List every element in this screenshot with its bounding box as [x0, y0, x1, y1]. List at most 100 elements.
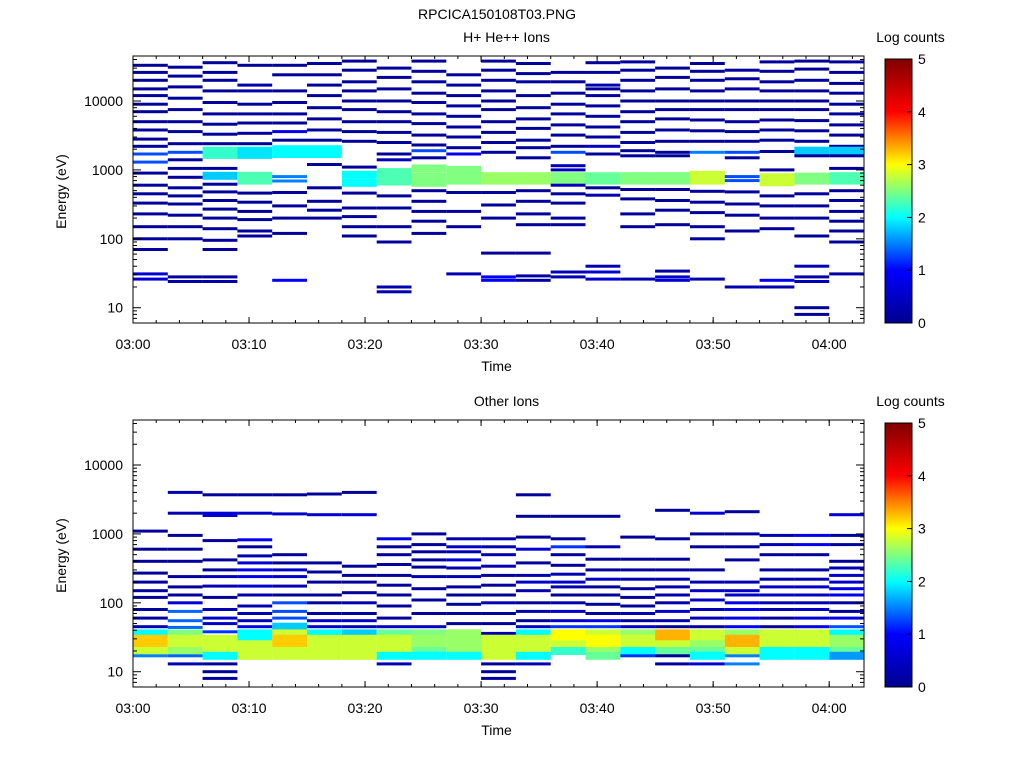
- heatmap-cell: [829, 543, 864, 547]
- heatmap-cell: [550, 270, 586, 274]
- heatmap-cell: [829, 580, 864, 584]
- heatmap-cell: [724, 629, 760, 638]
- heatmap-cell: [794, 139, 830, 143]
- heatmap-cell: [655, 619, 690, 623]
- heatmap-cell: [133, 87, 168, 91]
- heatmap-cell: [724, 616, 760, 620]
- heatmap-cell: [759, 577, 795, 581]
- heatmap-cell: [690, 237, 725, 241]
- heatmap-cell: [133, 201, 168, 205]
- heatmap-cell: [202, 142, 238, 146]
- heatmap-cell: [550, 640, 586, 649]
- panel-title: H+ He++ Ions: [463, 29, 550, 45]
- colorbar-tick-label: 3: [918, 157, 926, 173]
- heatmap-cell: [620, 68, 656, 72]
- heatmap-cell: [829, 91, 864, 95]
- heatmap-cell: [515, 62, 551, 65]
- heatmap-cell: [133, 248, 168, 251]
- heatmap-cell: [515, 493, 551, 497]
- heatmap-cell: [481, 631, 516, 635]
- heatmap-cell: [481, 670, 516, 674]
- heatmap-cell: [515, 619, 551, 623]
- heatmap-cell: [341, 619, 377, 623]
- heatmap-cell: [515, 561, 551, 565]
- heatmap-cell: [724, 601, 760, 605]
- heatmap-cell: [272, 561, 307, 565]
- heatmap-cell: [133, 616, 168, 620]
- heatmap-cell: [515, 535, 551, 539]
- heatmap-cell: [307, 208, 342, 212]
- heatmap-cell: [794, 312, 830, 316]
- x-tick-label: 03:10: [232, 700, 267, 716]
- heatmap-cell: [550, 133, 586, 137]
- x-tick-label: 03:40: [580, 336, 615, 352]
- heatmap-cell: [550, 563, 586, 567]
- heatmap-cell: [481, 172, 516, 181]
- heatmap-cell: [515, 547, 551, 551]
- heatmap-cell: [829, 112, 864, 116]
- heatmap-cell: [202, 584, 238, 588]
- heatmap-cell: [794, 78, 830, 82]
- heatmap-cell: [829, 81, 864, 85]
- heatmap-cell: [307, 580, 342, 584]
- figure-title: RPCICA150108T03.PNG: [418, 6, 576, 22]
- heatmap-cell: [620, 89, 656, 93]
- heatmap-cell: [307, 634, 342, 643]
- heatmap-cell: [690, 640, 725, 649]
- heatmap-cell: [167, 120, 203, 124]
- heatmap-cell: [515, 199, 551, 203]
- heatmap-cell: [341, 580, 377, 584]
- heatmap-cell: [620, 149, 656, 153]
- heatmap-cell: [829, 102, 864, 106]
- heatmap-cell: [481, 564, 516, 568]
- heatmap-cell: [202, 514, 238, 517]
- plot-frame: [132, 419, 865, 688]
- colorbar-tick-label: 1: [918, 262, 926, 278]
- heatmap-cell: [585, 651, 621, 660]
- heatmap-cell: [690, 139, 725, 143]
- y-tick-label: 100: [100, 231, 124, 247]
- heatmap-cell: [133, 63, 168, 67]
- heatmap-cell: [411, 101, 447, 104]
- heatmap-cell: [202, 275, 238, 279]
- heatmap-cell: [550, 593, 586, 597]
- heatmap-cell: [272, 63, 307, 67]
- heatmap-cell: [620, 130, 656, 134]
- heatmap-cell: [550, 553, 586, 557]
- heatmap-cell: [307, 612, 342, 615]
- heatmap-cell: [620, 176, 656, 185]
- heatmap-cell: [515, 176, 551, 185]
- heatmap-cells: [133, 59, 864, 316]
- heatmap-cell: [341, 634, 377, 643]
- heatmap-cell: [794, 119, 830, 123]
- heatmap-cell: [376, 640, 412, 649]
- heatmap-cell: [724, 156, 760, 160]
- heatmap-cell: [794, 280, 830, 283]
- heatmap-cell: [690, 277, 725, 281]
- heatmap-cell: [202, 190, 238, 194]
- heatmap-cell: [167, 194, 203, 198]
- heatmap-cell: [307, 106, 342, 110]
- heatmap-cell: [341, 490, 377, 494]
- heatmap-cell: [724, 213, 760, 217]
- heatmap-cell: [481, 251, 516, 255]
- heatmap-cell: [411, 112, 447, 116]
- heatmap-cell: [133, 237, 168, 241]
- heatmap-cell: [690, 211, 725, 215]
- heatmap-cell: [550, 70, 586, 74]
- heatmap-cell: [829, 609, 864, 613]
- heatmap-cell: [446, 651, 482, 660]
- heatmap-cell: [759, 634, 795, 643]
- heatmap-cell: [794, 585, 830, 589]
- heatmap-cell: [759, 80, 795, 84]
- heatmap-cell: [829, 229, 864, 233]
- heatmap-cell: [724, 229, 760, 233]
- heatmap-cell: [202, 171, 238, 180]
- heatmap-cell: [655, 601, 690, 605]
- heatmap-cell: [202, 575, 238, 579]
- y-tick-label: 1000: [92, 162, 123, 178]
- heatmap-cell: [829, 640, 864, 649]
- heatmap-cell: [202, 132, 238, 136]
- colorbar-tick-label: 4: [918, 468, 926, 484]
- heatmap-cell: [237, 554, 273, 558]
